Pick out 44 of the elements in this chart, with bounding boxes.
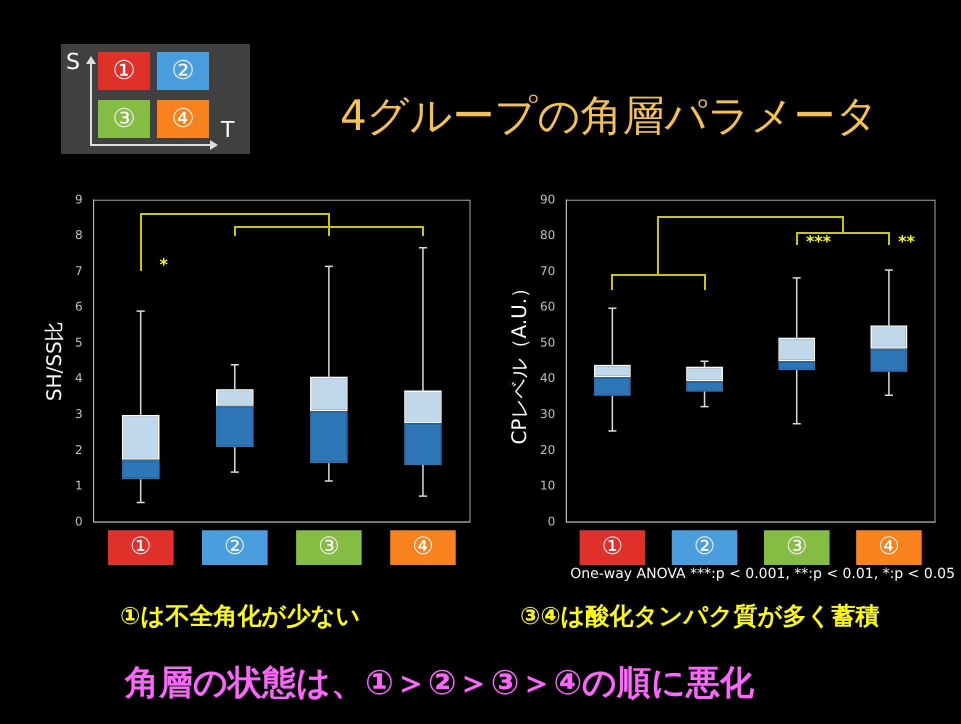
y-tick-label: 60 (540, 300, 556, 314)
y-tick-label: 30 (540, 406, 556, 421)
y-tick-label: 40 (540, 371, 556, 386)
x-tick-label: ③ (786, 532, 808, 560)
y-tick-label: 0 (548, 514, 556, 528)
x-tick-label: ① (602, 532, 624, 560)
text: T (221, 118, 234, 143)
y-axis-title: CPレベル（A.U.） (507, 278, 532, 445)
y-tick-label: 5 (74, 335, 83, 350)
text: 4グループの角層パラメータ (340, 90, 879, 142)
annotation: * (159, 254, 168, 274)
y-tick-label: 70 (540, 264, 556, 278)
y-tick-label: 2 (74, 442, 83, 457)
x-tick-label: ② (694, 532, 716, 560)
annotation: ** (898, 232, 915, 252)
text: ④ (157, 100, 209, 138)
annotation: *** (806, 232, 832, 252)
text: S (66, 50, 80, 75)
x-tick-label: ④ (412, 532, 434, 560)
text: ② (157, 52, 209, 90)
text: One-way ANOVA ***:p < 0.001, **:p < 0.01, *:p < 0.05 (570, 566, 955, 582)
text: ①は不全角化が少ない (120, 601, 360, 632)
y-tick-label: 9 (74, 192, 83, 206)
x-tick-label: ④ (878, 532, 900, 560)
text: ③④は酸化タンパク質が多く蓄積 (520, 601, 880, 632)
y-tick-label: 6 (74, 300, 83, 314)
x-tick-label: ③ (318, 532, 340, 560)
y-tick-label: 3 (74, 406, 83, 421)
y-tick-label: 7 (74, 264, 83, 278)
x-tick-label: ② (224, 532, 246, 560)
text: ③ (98, 100, 150, 138)
text: ① (98, 52, 150, 90)
y-tick-label: 90 (540, 192, 556, 206)
y-tick-label: 4 (74, 371, 83, 386)
x-tick-label: ① (130, 532, 152, 560)
y-tick-label: 20 (540, 442, 556, 457)
y-tick-label: 1 (74, 478, 83, 493)
y-tick-label: 80 (540, 228, 556, 242)
y-tick-label: 0 (74, 514, 83, 528)
y-tick-label: 8 (74, 228, 83, 242)
y-axis-title: SH/SS比 (42, 321, 66, 402)
y-tick-label: 50 (540, 335, 556, 350)
text: 角層の状態は、①＞②＞③＞④の順に悪化 (125, 662, 754, 705)
y-tick-label: 10 (540, 478, 556, 493)
